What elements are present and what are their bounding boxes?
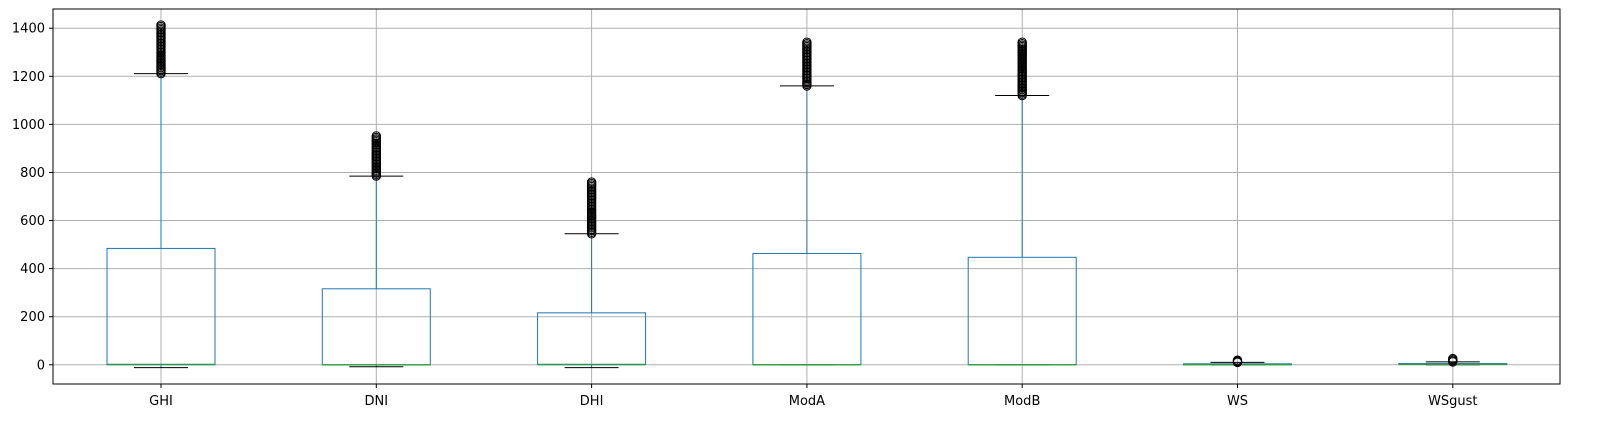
y-axis: 0 200 400 600 800 1000 1200 1400 xyxy=(12,22,53,373)
x-tick-label: DHI xyxy=(580,394,604,409)
y-tick-label: 600 xyxy=(20,214,45,229)
x-tick-label: DNI xyxy=(365,394,389,409)
y-tick-label: 0 xyxy=(37,358,45,373)
y-tick-label: 1400 xyxy=(12,22,45,37)
outlier-point xyxy=(371,131,381,141)
box-dhi xyxy=(537,177,647,369)
x-tick-label: GHI xyxy=(149,394,173,409)
box-series xyxy=(106,20,1508,369)
box-ws xyxy=(1183,355,1292,368)
outlier-point xyxy=(802,37,812,47)
x-tick-label: ModB xyxy=(1004,394,1040,409)
box-modb xyxy=(967,37,1077,366)
y-tick-label: 800 xyxy=(20,166,45,181)
x-axis: GHI DNI DHI ModA ModB WS WSgust xyxy=(149,384,1478,409)
outlier-point xyxy=(1232,355,1243,365)
y-tick-label: 1000 xyxy=(12,118,45,133)
x-tick-label: WSgust xyxy=(1428,394,1477,409)
y-tick-label: 1200 xyxy=(12,70,45,85)
outlier-point xyxy=(156,20,166,30)
outlier-point xyxy=(1448,353,1458,364)
x-tick-label: ModA xyxy=(789,394,825,409)
x-tick-label: WS xyxy=(1227,394,1248,409)
box-moda xyxy=(752,37,862,366)
box-ghi xyxy=(106,20,216,369)
box-wsgust xyxy=(1398,353,1508,367)
y-tick-label: 200 xyxy=(20,310,45,325)
y-tick-label: 400 xyxy=(20,262,45,277)
box-dni xyxy=(321,131,431,368)
outlier-point xyxy=(586,177,597,187)
outlier-point xyxy=(1017,37,1027,47)
